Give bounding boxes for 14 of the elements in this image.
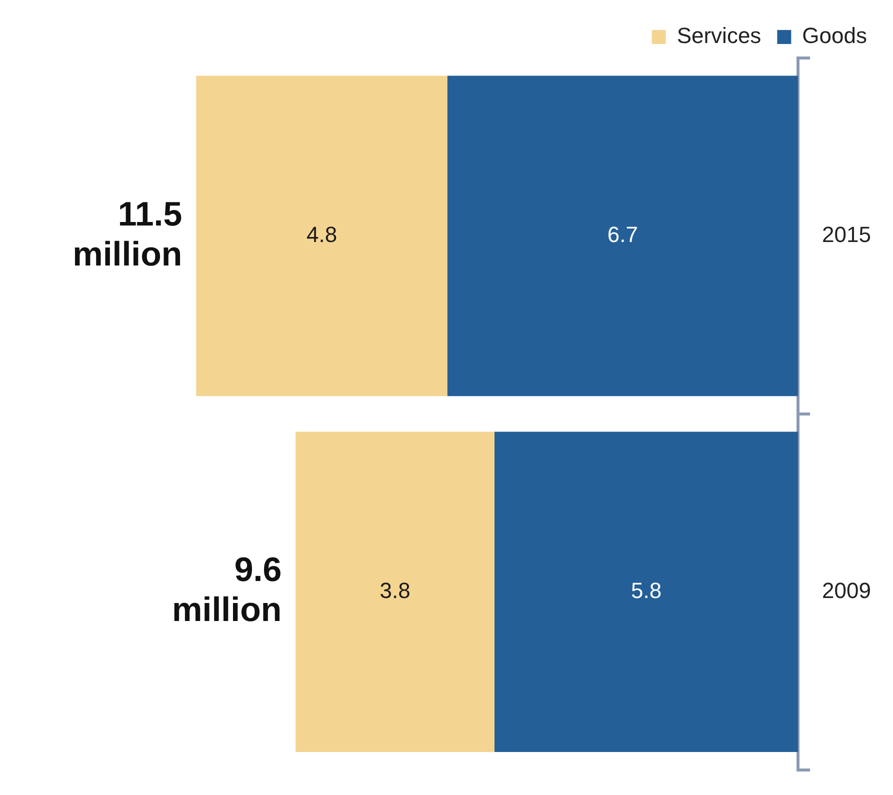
y-tick-label: 2009 (822, 578, 872, 603)
bar (296, 432, 494, 752)
data-label: 4.8 (306, 222, 338, 248)
bar (447, 76, 798, 396)
total-label: 9.6 million (172, 551, 282, 630)
data-label: 6.7 (607, 222, 638, 248)
bar (196, 76, 448, 396)
bar (494, 432, 798, 752)
total-label: 11.5 million (72, 195, 182, 274)
legend-label: Goods (802, 23, 868, 48)
data-label: 3.8 (380, 578, 410, 603)
legend-label: Services (676, 23, 762, 48)
data-label: 5.8 (630, 578, 662, 603)
y-tick-label: 2015 (822, 222, 872, 248)
